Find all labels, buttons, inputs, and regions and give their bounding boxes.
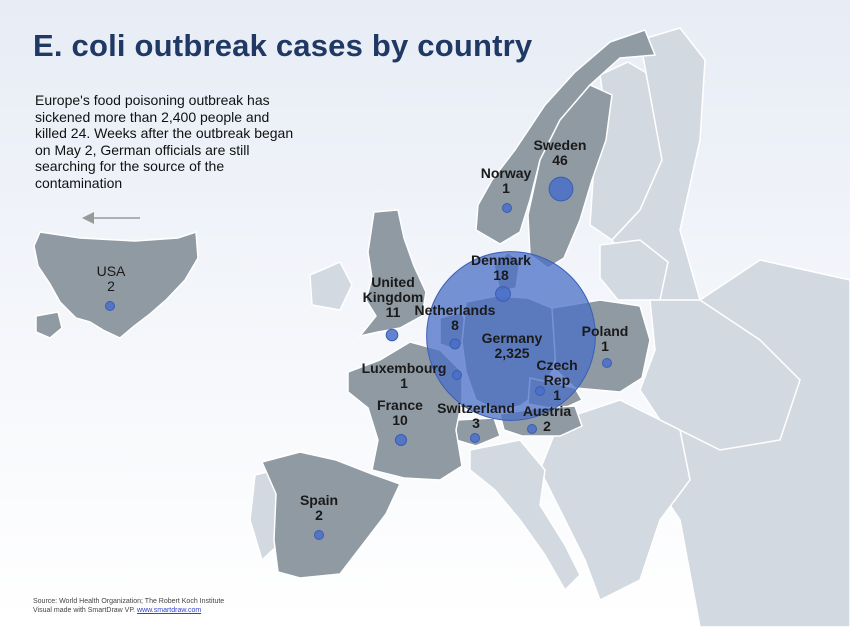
label-name: USA xyxy=(96,263,126,279)
label-luxembourg: Luxembourg 1 xyxy=(362,361,447,391)
label-cases: 10 xyxy=(392,412,408,428)
label-denmark: Denmark 18 xyxy=(471,253,531,283)
source-line: Source: World Health Organization; The R… xyxy=(33,598,225,605)
label-name: Luxembourg xyxy=(361,360,447,376)
label-name: Switzerland xyxy=(437,400,515,416)
label-name: United xyxy=(371,274,415,290)
label-name: Rep xyxy=(543,372,571,388)
bubble-poland xyxy=(602,358,612,368)
bubble-france xyxy=(394,433,408,447)
label-name: Kingdom xyxy=(362,289,424,305)
label-name: Czech xyxy=(536,357,578,373)
label-cases: 3 xyxy=(472,415,480,431)
italy-shape xyxy=(469,439,581,592)
label-cases: 1 xyxy=(502,180,510,196)
label-sweden: Sweden 46 xyxy=(534,138,587,168)
label-cases: 2 xyxy=(543,418,551,434)
bubble-sweden xyxy=(548,176,574,202)
label-cases: 1 xyxy=(601,338,609,354)
label-cases: 46 xyxy=(552,152,568,168)
source-note: Source: World Health Organization; The R… xyxy=(33,597,224,615)
bubble-luxembourg xyxy=(452,370,462,380)
smartdraw-link[interactable]: www.smartdraw.com xyxy=(137,607,202,614)
label-name: Spain xyxy=(299,492,339,508)
france-shape xyxy=(347,341,463,481)
label-cases: 1 xyxy=(553,387,561,403)
label-switzerland: Switzerland 3 xyxy=(437,401,515,431)
bubble-austria xyxy=(527,424,537,434)
alaska-shape xyxy=(35,311,63,339)
label-usa: USA 2 xyxy=(97,264,126,294)
bubble-germany xyxy=(426,251,596,421)
label-name: Norway xyxy=(480,165,532,181)
bubble-spain xyxy=(314,530,324,540)
label-cases: 2 xyxy=(315,507,323,523)
label-name: Poland xyxy=(581,323,629,339)
label-name: Netherlands xyxy=(414,302,496,318)
credit-text: Visual made with SmartDraw VP. xyxy=(33,607,136,614)
label-germany: Germany 2,325 xyxy=(482,331,543,361)
page-title: E. coli outbreak cases by country xyxy=(33,28,533,63)
bubble-netherlands xyxy=(449,338,461,350)
bubble-norway xyxy=(502,203,512,213)
subtitle: Europe's food poisoning outbreak has sic… xyxy=(35,92,294,191)
label-poland: Poland 1 xyxy=(582,324,629,354)
label-name: Denmark xyxy=(471,252,531,268)
spain-shape xyxy=(260,451,402,579)
label-cases: 8 xyxy=(451,317,459,333)
label-uk: United Kingdom 11 xyxy=(363,275,424,320)
label-norway: Norway 1 xyxy=(481,166,532,196)
bubble-czech xyxy=(535,386,545,396)
label-cases: 1 xyxy=(400,375,408,391)
label-name: Germany xyxy=(481,330,543,346)
balkans-shape xyxy=(539,399,691,602)
label-cases: 18 xyxy=(493,267,509,283)
label-czech: Czech Rep 1 xyxy=(536,358,577,403)
case-bubbles xyxy=(105,176,612,540)
bubble-uk xyxy=(385,328,399,342)
label-france: France 10 xyxy=(377,398,423,428)
label-cases: 11 xyxy=(385,304,401,320)
label-cases: 2 xyxy=(107,278,115,294)
belarus-ukraine-shape xyxy=(639,299,801,451)
bubble-denmark xyxy=(495,286,511,302)
label-name: Austria xyxy=(522,403,572,419)
sweden-shape xyxy=(527,84,613,269)
norway-shape xyxy=(475,29,657,245)
bubble-usa xyxy=(105,301,115,311)
ireland-shape xyxy=(309,261,353,311)
other-countries xyxy=(249,27,850,627)
label-netherlands: Netherlands 8 xyxy=(415,303,496,333)
label-cases: 2,325 xyxy=(494,345,530,361)
label-name: Sweden xyxy=(533,137,587,153)
label-spain: Spain 2 xyxy=(300,493,338,523)
label-name: France xyxy=(377,397,423,413)
bubble-switzerland xyxy=(470,433,480,443)
credit-line: Visual made with SmartDraw VP. www.smart… xyxy=(33,606,224,615)
arrow-left-icon xyxy=(82,212,94,224)
label-austria: Austria 2 xyxy=(523,404,571,434)
usa-shape xyxy=(33,230,199,339)
